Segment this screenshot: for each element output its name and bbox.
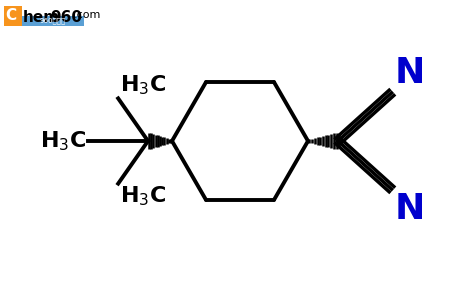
- Bar: [4, 6, 22, 26]
- Text: hem: hem: [23, 10, 60, 25]
- Text: .com: .com: [74, 10, 101, 20]
- Text: H$_3$C: H$_3$C: [120, 185, 166, 208]
- Text: H$_3$C: H$_3$C: [120, 74, 166, 97]
- Text: C: C: [5, 8, 16, 23]
- Text: N: N: [394, 192, 425, 226]
- Text: 960: 960: [50, 10, 82, 25]
- Text: H$_3$C: H$_3$C: [40, 129, 86, 153]
- Text: 960化工网: 960化工网: [40, 18, 66, 24]
- Text: N: N: [394, 56, 425, 90]
- Bar: [22, 16, 84, 26]
